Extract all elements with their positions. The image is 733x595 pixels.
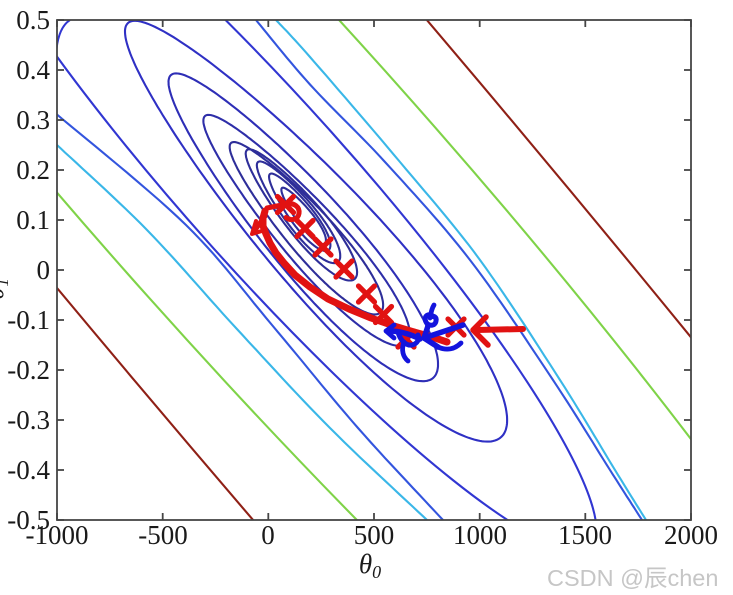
svg-text:-500: -500 (138, 520, 188, 550)
svg-text:500: 500 (354, 520, 395, 550)
svg-text:0: 0 (37, 255, 51, 285)
svg-text:2000: 2000 (664, 520, 718, 550)
svg-text:1500: 1500 (558, 520, 612, 550)
svg-text:1000: 1000 (453, 520, 507, 550)
svg-text:-0.4: -0.4 (7, 455, 50, 485)
svg-text:0.3: 0.3 (16, 105, 50, 135)
svg-text:-1000: -1000 (26, 520, 89, 550)
svg-text:0.5: 0.5 (16, 5, 50, 35)
svg-text:-0.2: -0.2 (7, 355, 50, 385)
svg-text:0: 0 (261, 520, 275, 550)
svg-text:-0.5: -0.5 (7, 505, 50, 535)
svg-text:0.2: 0.2 (16, 155, 50, 185)
svg-text:0.1: 0.1 (16, 205, 50, 235)
svg-text:-0.1: -0.1 (7, 305, 50, 335)
svg-text:-0.3: -0.3 (7, 405, 50, 435)
svg-text:0.4: 0.4 (16, 55, 50, 85)
svg-text:CSDN @辰chen: CSDN @辰chen (547, 565, 718, 591)
